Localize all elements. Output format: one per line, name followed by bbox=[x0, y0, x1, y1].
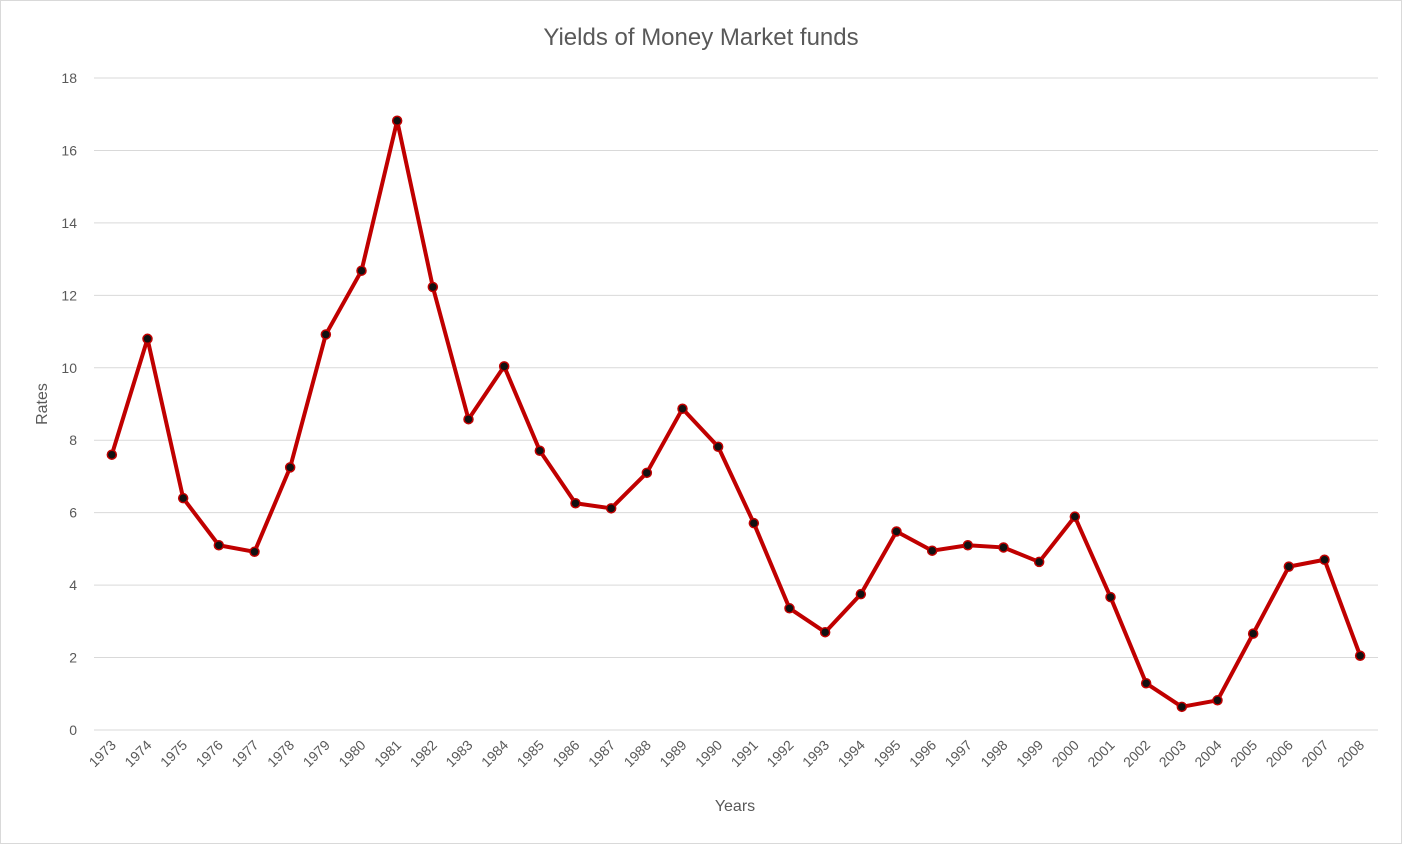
x-tick-label: 2008 bbox=[1334, 737, 1367, 770]
x-tick-label: 2007 bbox=[1298, 737, 1331, 770]
series-group bbox=[106, 115, 1366, 713]
x-tick-label: 1989 bbox=[656, 737, 689, 770]
y-axis-ticks: 0 2 4 6 8 10 12 14 16 18 bbox=[61, 70, 77, 738]
y-tick-label: 14 bbox=[61, 215, 77, 231]
x-tick-label: 2004 bbox=[1191, 737, 1224, 770]
data-point-1991 bbox=[748, 517, 760, 529]
chart-title: Yields of Money Market funds bbox=[543, 24, 858, 51]
x-tick-label: 1993 bbox=[799, 737, 832, 770]
x-tick-label: 1992 bbox=[763, 737, 796, 770]
x-tick-label: 1996 bbox=[906, 737, 939, 770]
data-point-1999 bbox=[1033, 556, 1045, 568]
x-tick-label: 1997 bbox=[942, 737, 975, 770]
data-point-1995 bbox=[891, 526, 902, 537]
x-tick-label: 1981 bbox=[371, 737, 404, 770]
data-point-2005 bbox=[1247, 628, 1259, 639]
x-axis-ticks: 1973 1974 1975 1976 1977 1978 1979 1980 1981 1982… bbox=[86, 737, 1368, 770]
y-tick-label: 4 bbox=[69, 577, 77, 593]
data-point-1973 bbox=[106, 449, 118, 460]
data-point-1975 bbox=[177, 492, 189, 504]
x-tick-label: 1990 bbox=[692, 737, 725, 770]
x-tick-label: 1985 bbox=[514, 737, 547, 770]
data-point-2006 bbox=[1283, 561, 1295, 572]
x-tick-label: 1978 bbox=[264, 737, 297, 770]
y-tick-label: 10 bbox=[61, 360, 77, 376]
data-point-2003 bbox=[1176, 701, 1188, 713]
data-point-2004 bbox=[1212, 695, 1223, 706]
x-tick-label: 1982 bbox=[407, 737, 440, 770]
y-tick-label: 8 bbox=[69, 432, 77, 448]
x-tick-label: 2000 bbox=[1049, 737, 1082, 770]
data-point-1978 bbox=[284, 462, 296, 473]
data-point-1976 bbox=[213, 540, 225, 551]
data-point-2007 bbox=[1319, 554, 1330, 566]
x-tick-label: 2001 bbox=[1084, 737, 1117, 770]
x-tick-label: 1974 bbox=[121, 737, 154, 770]
x-tick-label: 2005 bbox=[1227, 737, 1260, 770]
x-tick-label: 1995 bbox=[870, 737, 903, 770]
gridlines bbox=[94, 77, 1378, 731]
x-tick-label: 1986 bbox=[549, 737, 582, 770]
data-point-1998 bbox=[998, 542, 1009, 553]
x-tick-label: 2002 bbox=[1120, 737, 1153, 770]
x-tick-label: 1973 bbox=[86, 737, 119, 770]
x-tick-label: 1976 bbox=[193, 737, 226, 770]
data-point-1982 bbox=[427, 281, 439, 293]
x-tick-label: 1983 bbox=[442, 737, 475, 770]
data-point-1977 bbox=[249, 546, 260, 558]
x-tick-label: 1977 bbox=[228, 737, 261, 770]
data-point-1997 bbox=[962, 540, 974, 551]
y-tick-label: 12 bbox=[61, 287, 77, 303]
data-point-2001 bbox=[1105, 591, 1116, 603]
y-tick-label: 6 bbox=[69, 505, 77, 521]
y-tick-label: 0 bbox=[69, 722, 77, 738]
x-tick-label: 1975 bbox=[157, 737, 190, 770]
x-tick-label: 1988 bbox=[621, 737, 654, 770]
x-tick-label: 2003 bbox=[1156, 737, 1189, 770]
data-point-1979 bbox=[320, 329, 332, 340]
data-point-2002 bbox=[1140, 678, 1152, 689]
x-tick-label: 1994 bbox=[835, 737, 868, 770]
x-tick-label: 1980 bbox=[335, 737, 368, 770]
data-point-1990 bbox=[712, 441, 724, 452]
data-point-1996 bbox=[926, 545, 938, 556]
x-tick-label: 2006 bbox=[1263, 737, 1296, 770]
data-point-1986 bbox=[570, 497, 581, 509]
data-point-1994 bbox=[855, 588, 867, 600]
y-axis-title: Rates bbox=[34, 383, 51, 425]
x-axis-title: Years bbox=[715, 798, 755, 815]
data-point-1985 bbox=[534, 445, 546, 456]
data-point-2000 bbox=[1069, 511, 1081, 522]
data-point-1988 bbox=[641, 467, 653, 479]
x-tick-label: 1991 bbox=[728, 737, 761, 770]
y-tick-label: 2 bbox=[69, 650, 77, 666]
x-tick-label: 1984 bbox=[478, 737, 511, 770]
x-tick-label: 1987 bbox=[585, 737, 618, 770]
x-tick-label: 1979 bbox=[300, 737, 333, 770]
data-point-2008 bbox=[1354, 650, 1366, 661]
data-point-1992 bbox=[784, 603, 795, 614]
data-point-1980 bbox=[356, 265, 367, 276]
data-point-1987 bbox=[605, 503, 617, 514]
data-point-1974 bbox=[142, 333, 153, 345]
x-tick-label: 1999 bbox=[1013, 737, 1046, 770]
data-point-1984 bbox=[498, 361, 510, 372]
data-point-1993 bbox=[819, 626, 831, 638]
series-line bbox=[109, 118, 1363, 709]
data-point-1983 bbox=[463, 413, 474, 425]
x-tick-label: 1998 bbox=[977, 737, 1010, 770]
data-point-1989 bbox=[677, 403, 688, 414]
y-tick-label: 16 bbox=[61, 142, 77, 158]
y-tick-label: 18 bbox=[61, 70, 77, 86]
data-point-1981 bbox=[391, 115, 403, 126]
